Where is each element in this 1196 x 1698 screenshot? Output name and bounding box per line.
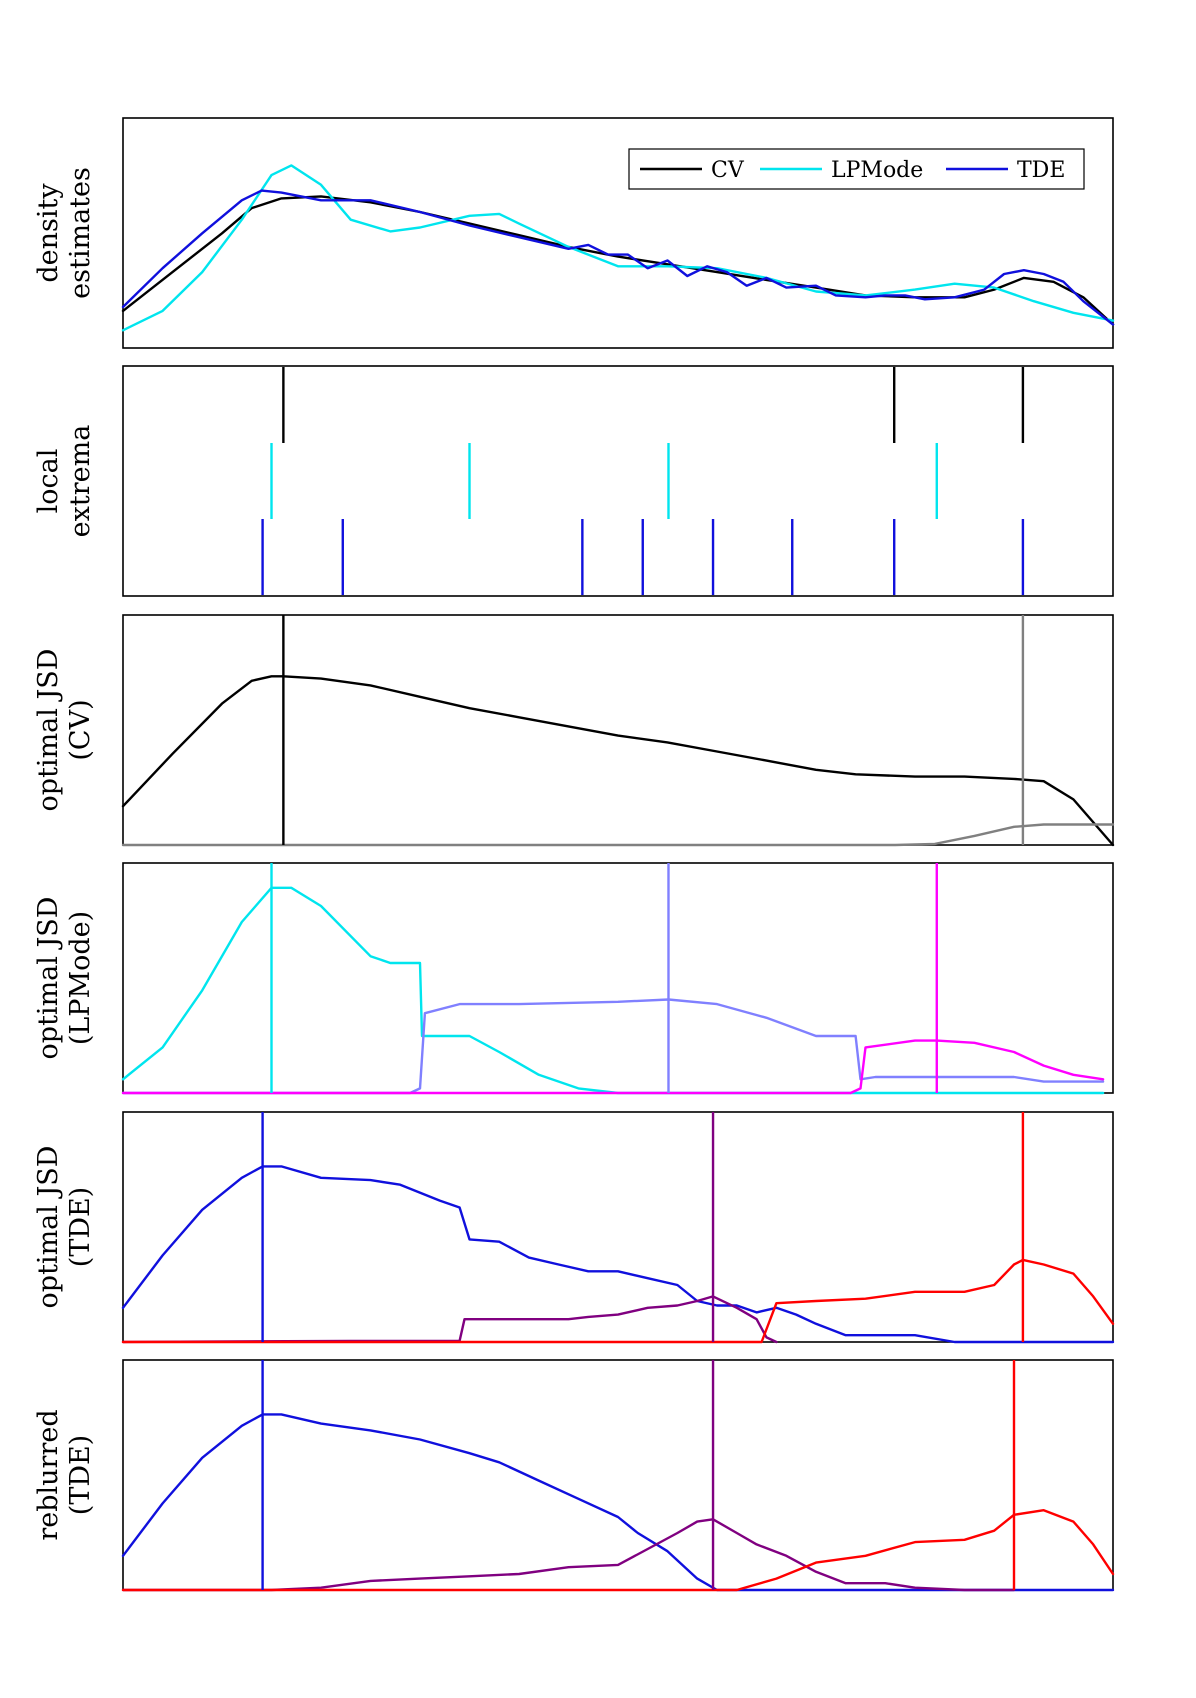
- panel-frame: [122, 365, 1114, 597]
- series-line-component-2: [121, 998, 1105, 1095]
- series-line-component-2: [121, 823, 1115, 847]
- ylabel-line-2: (TDE): [65, 1187, 96, 1267]
- panel-optimal-jsd-lpmode: optimal JSD (LPMode): [33, 862, 1114, 1095]
- series-line-component-3: [121, 1258, 1115, 1344]
- ylabel-line-2: (TDE): [65, 1435, 96, 1515]
- ylabel-line-1: optimal JSD: [33, 897, 64, 1060]
- series-line-component-3: [121, 1039, 1105, 1095]
- panel-frame: [122, 614, 1114, 846]
- series-line-component-2: [121, 1295, 778, 1344]
- ylabel-line-1: optimal JSD: [33, 649, 64, 812]
- series-line-cv: [121, 195, 1115, 326]
- ylabel-line-1: local: [33, 449, 64, 514]
- series-layer: [121, 1360, 1115, 1592]
- series-line-component-1: [121, 1165, 1115, 1344]
- series-layer: [121, 863, 1105, 1095]
- series-layer: [121, 1112, 1115, 1344]
- legend-label-lpmode: LPMode: [831, 158, 923, 183]
- ylabel-line-1: optimal JSD: [33, 1146, 64, 1309]
- legend-label-cv: CV: [711, 158, 745, 183]
- series-line-component-1: [121, 886, 1105, 1095]
- legend: CV LPMode TDE: [628, 148, 1085, 190]
- panel-frame: [122, 1111, 1114, 1343]
- ylabel-line-2: (CV): [65, 699, 96, 760]
- legend-box: [628, 148, 1085, 190]
- series-line-component-1: [121, 675, 1115, 847]
- panel-optimal-jsd-tde: optimal JSD (TDE): [33, 1111, 1115, 1344]
- ylabel-line-2: (LPMode): [65, 911, 96, 1045]
- ylabel-line-2: extrema: [65, 425, 96, 538]
- panel-frame: [122, 117, 1114, 349]
- series-layer: [121, 615, 1115, 847]
- series-line-component-3: [121, 1509, 1115, 1592]
- series-layer: [121, 164, 1115, 332]
- legend-label-tde: TDE: [1017, 158, 1065, 183]
- panel-frame: [122, 1359, 1114, 1591]
- ylabel-line-2: estimates: [65, 167, 96, 299]
- panel-reblurred-tde: reblurred (TDE): [33, 1359, 1115, 1592]
- series-line-tde: [121, 189, 1115, 326]
- ylabel-line-1: reblurred: [33, 1409, 64, 1540]
- series-line-lpmode: [121, 164, 1115, 332]
- panel-density-estimates: density estimates CV LPMode TDE: [33, 117, 1115, 349]
- series-line-component-2: [121, 1518, 1016, 1592]
- ylabel-line-1: density: [33, 183, 64, 283]
- panel-optimal-jsd-cv: optimal JSD (CV): [33, 614, 1115, 847]
- panel-local-extrema: local extrema: [33, 365, 1114, 597]
- series-layer: [261, 367, 1025, 595]
